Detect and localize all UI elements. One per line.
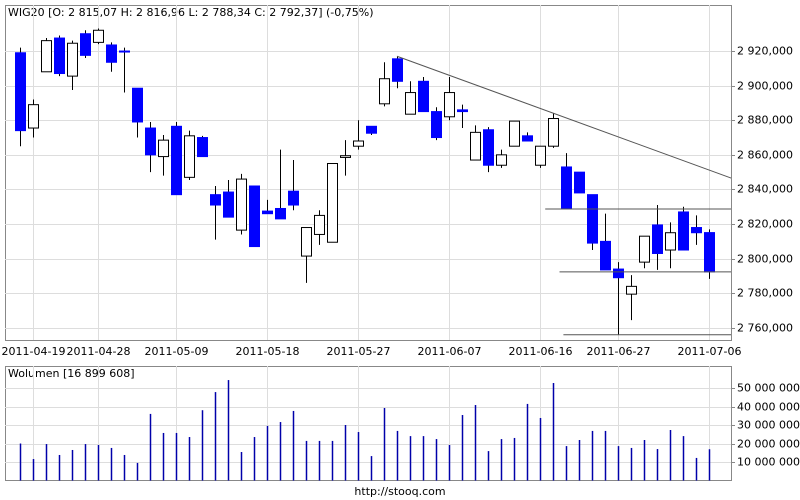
candle-body xyxy=(522,135,533,142)
candle-body xyxy=(587,194,598,244)
candle-body xyxy=(184,135,195,178)
candle-body xyxy=(171,125,182,196)
candle-body xyxy=(54,37,65,75)
y-tick-label: 2 780,000 xyxy=(737,287,793,300)
y-tick-label: 2 880,000 xyxy=(737,114,793,127)
trend-line xyxy=(396,55,732,179)
candle-body xyxy=(340,155,351,158)
candle-body xyxy=(93,29,104,43)
y-tick-label: 2 760,000 xyxy=(737,322,793,335)
y-tick-label: 2 820,000 xyxy=(737,218,793,231)
candle-body xyxy=(626,285,637,295)
y-tick-label: 10 000 000 xyxy=(737,456,800,469)
candle-body xyxy=(275,207,286,220)
x-tick-label: 2011-05-18 xyxy=(236,345,300,358)
x-tick-label: 2011-06-16 xyxy=(509,345,573,358)
candle-body xyxy=(236,178,247,231)
footer: http://stooq.com xyxy=(354,485,445,498)
price-frame xyxy=(5,5,732,341)
candle-body xyxy=(41,40,52,73)
y-tick-label: 50 000 000 xyxy=(737,382,800,395)
candle-body xyxy=(483,129,494,166)
candle-body xyxy=(119,50,130,53)
candle-body xyxy=(223,191,234,218)
candle-body xyxy=(249,185,260,248)
candle-body xyxy=(80,33,91,56)
candle-body xyxy=(457,109,468,113)
volume-title: Wolumen [16 899 608] xyxy=(8,367,135,380)
candle-body xyxy=(106,44,117,63)
y-tick-label: 2 860,000 xyxy=(737,149,793,162)
candle-body xyxy=(561,166,572,209)
candle-body xyxy=(392,58,403,82)
candle-body xyxy=(470,131,481,161)
candle-body xyxy=(353,140,364,147)
y-tick-label: 40 000 000 xyxy=(737,401,800,414)
candle-body xyxy=(509,120,520,147)
candle-body xyxy=(444,92,455,118)
candle-body xyxy=(301,227,312,257)
y-tick-label: 2 840,000 xyxy=(737,183,793,196)
x-tick-label: 2011-05-09 xyxy=(145,345,209,358)
x-tick-label: 2011-06-07 xyxy=(418,345,482,358)
price-title: WIG20 [O: 2 815,07 H: 2 816,96 L: 2 788,… xyxy=(8,6,374,19)
candle-body xyxy=(366,125,377,134)
y-tick-label: 2 920,000 xyxy=(737,45,793,58)
candle-body xyxy=(652,224,663,254)
candle-body xyxy=(535,145,546,166)
candle-body xyxy=(262,210,273,215)
x-tick-label: 2011-05-27 xyxy=(327,345,391,358)
candle-body xyxy=(548,118,559,147)
candle-body xyxy=(574,171,585,194)
candle-body xyxy=(210,194,221,206)
candle-body xyxy=(600,240,611,271)
candle-body xyxy=(678,211,689,251)
candle-body xyxy=(379,78,390,105)
candle-body xyxy=(28,104,39,129)
candle-body xyxy=(418,80,429,113)
y-tick-label: 2 800,000 xyxy=(737,253,793,266)
x-tick-label: 2011-06-27 xyxy=(587,345,651,358)
x-tick-label: 2011-04-19 xyxy=(2,345,66,358)
candle-body xyxy=(327,163,338,243)
y-tick-label: 30 000 000 xyxy=(737,419,800,432)
x-tick-label: 2011-07-06 xyxy=(678,345,742,358)
candle-body xyxy=(613,268,624,279)
candle-body xyxy=(145,127,156,156)
candle-body xyxy=(431,111,442,139)
candle-body xyxy=(691,227,702,234)
candle-body xyxy=(288,190,299,206)
candle-body xyxy=(197,137,208,158)
y-tick-label: 2 900,000 xyxy=(737,80,793,93)
candle-body xyxy=(496,154,507,166)
candle-body xyxy=(15,52,26,132)
candle-body xyxy=(314,214,325,235)
candle-body xyxy=(704,232,715,273)
y-tick-label: 20 000 000 xyxy=(737,438,800,451)
volume-frame xyxy=(5,366,732,481)
candle-body xyxy=(132,87,143,123)
candle-body xyxy=(158,139,169,158)
candle-body xyxy=(639,235,650,263)
candle-body xyxy=(405,92,416,115)
candle-body xyxy=(665,232,676,251)
candle-body xyxy=(67,42,78,77)
x-tick-label: 2011-04-28 xyxy=(67,345,131,358)
